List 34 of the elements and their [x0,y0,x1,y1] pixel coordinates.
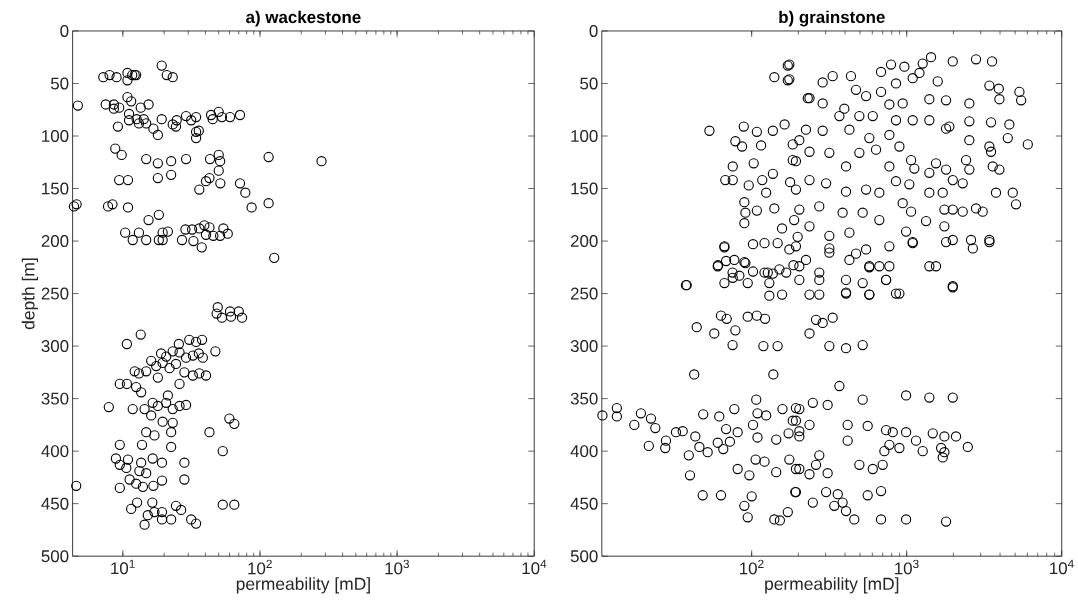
y-tick-label: 150 [42,182,69,195]
y-tick-label: 300 [570,340,598,353]
y-tick-label: 150 [571,182,598,195]
y-tick-label: 450 [570,497,598,510]
y-tick-label: 500 [41,550,69,563]
x-tick-label: 10$^{1}$ [111,559,135,575]
y-tick-label: 400 [570,445,598,458]
y-tick-label: 500 [570,550,598,563]
x-tick-label: 10$^{2}$ [740,559,764,575]
y-tick-label: 250 [570,287,598,300]
y-tick-label: 350 [570,392,598,405]
y-tick-label: 0 [60,24,69,37]
x-tick-label: 10$^{3}$ [385,559,410,575]
y-tick-label: 50 [580,77,598,90]
y-tick-label: 300 [41,340,69,353]
y-tick-label: 400 [41,445,69,458]
x-tick-label: 10$^{3}$ [895,559,919,575]
y-tick-label: 100 [571,129,598,142]
y-tick-label: 50 [50,77,69,90]
x-axis-title: permeability [mD] [765,577,899,594]
y-tick-label: 0 [589,24,598,37]
y-axis-title: depth [m] [21,258,39,330]
y-tick-label: 250 [41,287,69,300]
y-tick-label: 100 [42,129,69,142]
y-tick-label: 200 [570,235,598,247]
chart-title: a) wackestone [246,10,361,27]
y-tick-label: 450 [41,497,69,510]
x-tick-label: 10$^{4}$ [522,559,547,575]
y-tick-label: 200 [41,235,69,247]
chart-title: b) grainstone [779,10,885,27]
y-tick-label: 350 [41,392,69,405]
x-tick-label: 10$^{2}$ [248,559,272,575]
x-axis-title: permeability [mD] [236,577,370,594]
x-tick-label: 10$^{4}$ [1050,559,1074,575]
